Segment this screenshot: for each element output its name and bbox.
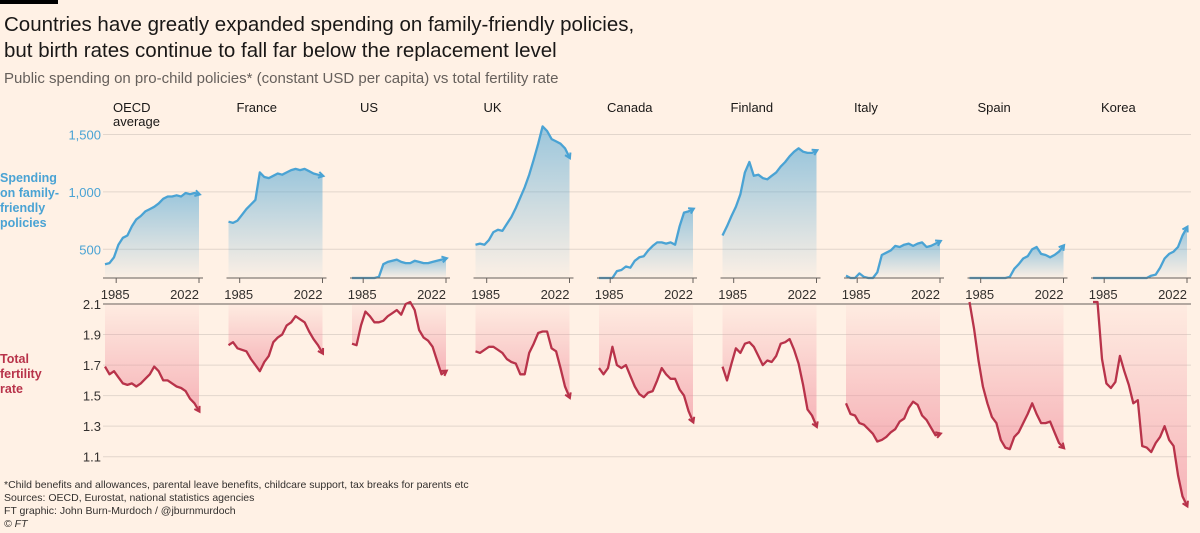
spending-area [969,245,1064,278]
spending-line [475,125,572,246]
panel-title-spain: Spain [978,100,1011,115]
spending-axis-label: on family- [0,186,59,200]
spending-axis-label: friendly [0,201,45,215]
fertility-line [351,300,449,377]
spending-line [721,147,820,237]
year-tick-label: 2022 [664,287,693,302]
year-tick-label: 1985 [1089,287,1118,302]
spending-area [846,241,940,278]
fertility-line [844,400,943,443]
fertility-tick-label: 1.7 [83,358,101,373]
fertility-area [722,304,817,427]
fertility-line [475,330,572,400]
fertility-line [721,337,819,429]
title-line-2: but birth rates continue to fall far bel… [4,39,557,62]
fertility-area [475,304,570,398]
fertility-line [227,315,325,373]
spending-area [722,148,817,278]
spending-axis-label: Spending [0,171,57,185]
spending-area [475,126,570,279]
chart-subtitle: Public spending on pro-child policies* (… [4,70,559,87]
year-tick-label: 1985 [224,287,253,302]
title-line-1: Countries have greatly expanded spending… [4,13,635,36]
sources-note: Sources: OECD, Eurostat, national statis… [4,492,255,504]
year-tick-label: 2022 [294,287,323,302]
year-tick-label: 2022 [1035,287,1064,302]
year-tick-label: 2022 [1158,287,1187,302]
fertility-area [228,304,323,372]
year-tick-label: 2022 [417,287,446,302]
fertility-area [599,304,693,422]
fertility-axis-label: rate [0,382,23,396]
panel-title-france: France [237,100,277,115]
year-tick-label: 1985 [101,287,130,302]
year-tick-label: 1985 [718,287,747,302]
ft-top-bar [0,0,58,4]
fertility-line [968,301,1066,451]
fertility-line [104,365,201,414]
panel-title-us: US [360,100,378,115]
spending-area [228,168,323,278]
fertility-tick-label: 1.1 [83,450,101,465]
fertility-area [846,304,940,442]
footnote: *Child benefits and allowances, parental… [4,479,469,491]
spending-line [104,189,202,266]
panel-title-korea: Korea [1101,100,1136,115]
fertility-line [1093,300,1189,509]
fertility-tick-label: 1.5 [83,389,101,404]
panel-title-italy: Italy [854,100,878,115]
year-tick-label: 1985 [348,287,377,302]
spending-line [845,239,943,280]
fertility-axis-label: Total [0,352,29,366]
spending-area [599,209,693,278]
year-tick-label: 2022 [788,287,817,302]
year-tick-label: 2022 [541,287,570,302]
spending-area [105,193,199,278]
fertility-tick-label: 2.1 [83,297,101,312]
panel-title-oecd: OECD [113,100,151,115]
spending-tick-label: 500 [79,242,101,257]
year-tick-label: 1985 [965,287,994,302]
fertility-tick-label: 1.9 [83,328,101,343]
fertility-line [598,345,696,425]
panel-title-uk: UK [484,100,502,115]
fertility-tick-label: 1.3 [83,419,101,434]
year-tick-label: 2022 [170,287,199,302]
fertility-area [352,302,446,375]
graphic-credit: FT graphic: John Burn-Murdoch / @jburnmu… [4,505,236,517]
year-tick-label: 2022 [911,287,940,302]
panel-title-canada: Canada [607,100,653,115]
panel-title-oecd: average [113,114,160,129]
copyright: © FT [4,518,28,530]
year-tick-label: 1985 [471,287,500,302]
fertility-area [105,304,199,411]
chart-title: Countries have greatly expanded spending… [4,12,1184,64]
year-tick-label: 1985 [595,287,624,302]
spending-line [599,207,696,280]
spending-area [1093,227,1187,278]
fertility-area [1093,302,1187,506]
fertility-area [969,302,1064,450]
spending-tick-label: 1,000 [68,185,101,200]
spending-line [228,167,326,225]
spending-axis-label: policies [0,216,47,230]
panel-title-finland: Finland [731,100,774,115]
fertility-axis-label: fertility [0,367,42,381]
spending-tick-label: 1,500 [68,127,101,142]
year-tick-label: 1985 [842,287,871,302]
